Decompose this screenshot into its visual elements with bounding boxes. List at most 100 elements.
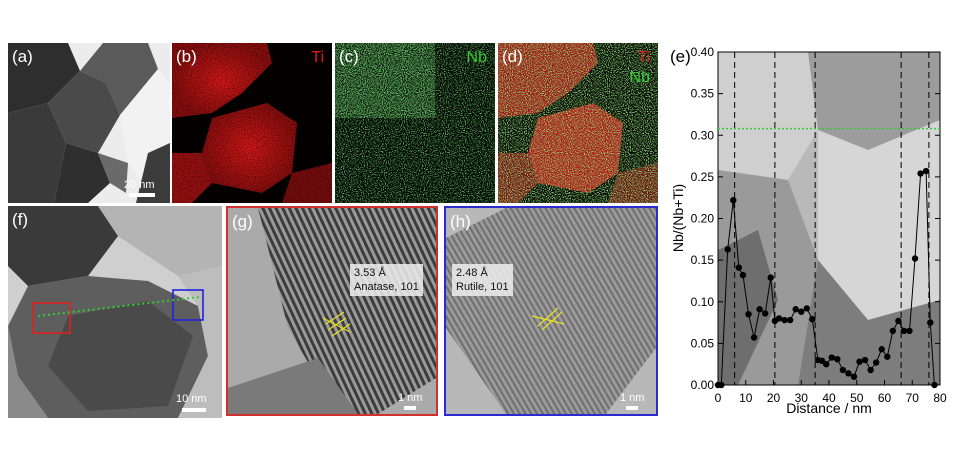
- data-point: [856, 358, 863, 365]
- data-point: [767, 274, 774, 281]
- y-tick-label: 0.10: [691, 295, 715, 309]
- y-tick-label: 0.35: [691, 87, 715, 101]
- scale-bar-f: [182, 408, 206, 412]
- panel-f-label: (f): [12, 210, 29, 229]
- panel-g-label: (g): [232, 212, 253, 231]
- data-point: [828, 354, 835, 361]
- nb-map-image: [335, 43, 495, 203]
- data-point: [761, 310, 769, 317]
- data-point: [809, 316, 816, 323]
- data-point: [922, 167, 930, 175]
- data-point: [724, 246, 731, 253]
- phase-h: Rutile, 101: [456, 281, 509, 293]
- y-tick-label: 0.00: [691, 378, 715, 392]
- data-point: [750, 334, 758, 341]
- data-point: [878, 346, 885, 353]
- annotation-h: 2.48 Å Rutile, 101: [452, 264, 513, 296]
- data-point: [792, 306, 799, 313]
- y-tick-label: 0.25: [691, 170, 715, 184]
- data-point: [867, 366, 874, 374]
- data-point: [917, 170, 924, 177]
- data-point: [803, 305, 810, 312]
- linescan-line: [37, 296, 201, 317]
- linescan-chart: 0 10 20 30 40 50 60 70 80 0.00 0.05 0.10 0.15 0.20 0.2…: [670, 45, 947, 416]
- data-point: [834, 355, 841, 363]
- panel-a-tem-image: (a) 20 nm: [8, 43, 170, 203]
- scale-bar-h: [626, 406, 638, 410]
- d-spacing-h: 2.48 Å: [456, 267, 488, 279]
- y-tick-label: 0.15: [691, 253, 715, 267]
- chart-background-image: [718, 52, 940, 385]
- panel-c-label: (c): [339, 47, 359, 66]
- x-tick-label: 20: [767, 391, 781, 405]
- panel-a-label: (a): [12, 47, 33, 66]
- data-point: [911, 255, 919, 262]
- x-tick-label: 30: [795, 391, 809, 405]
- panel-h-label: (h): [450, 212, 471, 231]
- panel-e-label: (e): [670, 47, 691, 66]
- measure-mark-h: [531, 315, 565, 325]
- x-tick-label: 40: [822, 391, 836, 405]
- scale-text-a: 20 nm: [124, 179, 155, 191]
- element-label-ti-d: Ti: [637, 49, 650, 66]
- panel-b-ti-map: (b) Ti: [172, 43, 332, 203]
- data-point: [895, 317, 902, 325]
- data-point: [889, 327, 897, 335]
- phase-g: Anatase, 101: [354, 281, 419, 293]
- scale-bar-g: [404, 406, 416, 410]
- data-point: [739, 271, 747, 279]
- tem-particles-f: [8, 206, 222, 418]
- region-box-red: [32, 302, 71, 334]
- y-tick-label: 0.40: [691, 45, 715, 59]
- lattice-fringes-h: [446, 208, 656, 414]
- y-tick-label: 0.20: [691, 212, 715, 226]
- x-tick-label: 70: [906, 391, 920, 405]
- panel-f-tem-image: (f) 10 nm: [8, 206, 222, 418]
- y-tick-label: 0.05: [691, 336, 715, 350]
- data-point: [927, 319, 934, 326]
- element-label-nb-d: Nb: [629, 69, 650, 86]
- ti-map-image: [172, 43, 332, 203]
- data-point: [861, 356, 869, 364]
- x-axis-label: Distance / nm: [786, 400, 872, 416]
- scale-text-h: 1 nm: [620, 392, 645, 404]
- data-point: [823, 360, 830, 368]
- scale-bar-a: [129, 193, 155, 197]
- scale-text-f: 10 nm: [176, 393, 207, 405]
- d-spacing-g: 3.53 Å: [354, 267, 386, 279]
- x-tick-label: 10: [739, 391, 753, 405]
- panel-d-overlay-map: (d) Ti Nb: [498, 43, 658, 203]
- element-label-ti-b: Ti: [311, 49, 324, 66]
- x-tick-label: 60: [878, 391, 892, 405]
- overlay-map-image: [498, 43, 658, 203]
- data-point: [850, 373, 858, 380]
- data-point: [906, 327, 913, 335]
- data-point: [718, 381, 725, 389]
- data-point: [839, 366, 847, 374]
- data-point: [735, 264, 743, 271]
- panel-d-label: (d): [502, 47, 523, 66]
- data-point: [730, 196, 737, 204]
- x-tick-label: 50: [850, 391, 864, 405]
- data-point: [775, 315, 783, 322]
- annotation-g: 3.53 Å Anatase, 101: [350, 264, 423, 296]
- data-point: [872, 359, 880, 366]
- lattice-fringes-g: [228, 208, 436, 414]
- data-point: [884, 353, 891, 360]
- data-point: [900, 327, 908, 335]
- y-axis-label: Nb/(Nb+Ti): [670, 184, 686, 252]
- y-tick-label: 0.30: [691, 128, 715, 142]
- region-box-blue: [172, 289, 204, 321]
- data-point: [798, 308, 805, 315]
- panel-h-hrtem-image: (h) 2.48 Å Rutile, 101 1 nm: [444, 206, 658, 416]
- data-point: [931, 381, 938, 389]
- panel-b-label: (b): [176, 47, 197, 66]
- panel-c-nb-map: (c) Nb: [335, 43, 495, 203]
- data-point: [786, 316, 794, 324]
- panel-g-hrtem-image: (g) 3.53 Å Anatase, 101 1 nm: [226, 206, 438, 416]
- scale-text-g: 1 nm: [398, 392, 423, 404]
- data-point: [781, 316, 788, 324]
- data-point: [756, 306, 763, 313]
- tem-particles-a: [8, 43, 170, 203]
- x-tick-label: 80: [933, 391, 947, 405]
